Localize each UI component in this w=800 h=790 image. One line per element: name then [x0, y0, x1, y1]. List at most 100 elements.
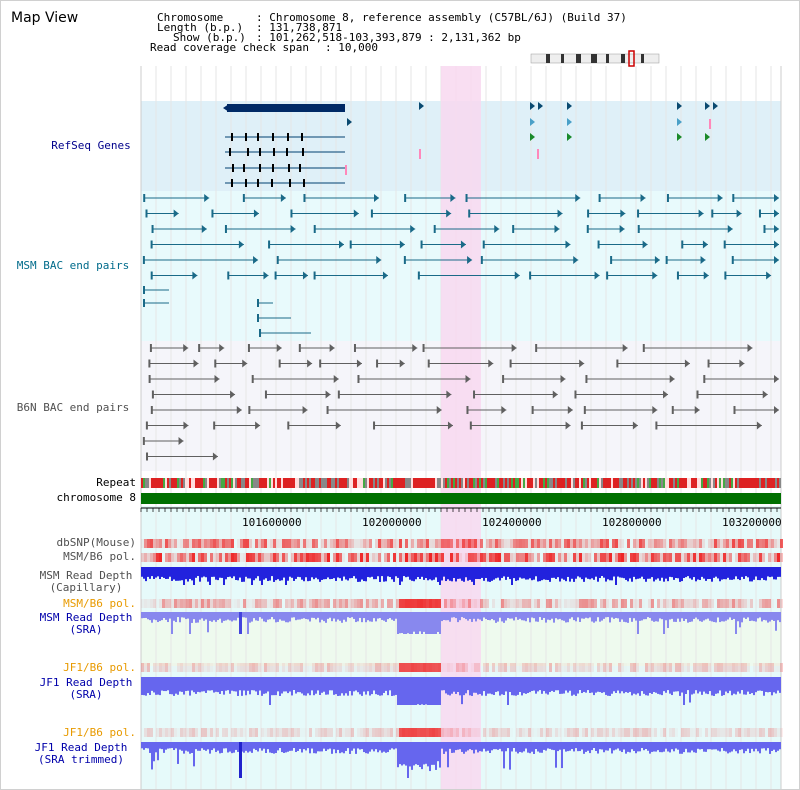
heat-cell — [435, 663, 438, 672]
bac-end — [512, 225, 515, 233]
depth-bar — [527, 612, 529, 618]
track-label-repeat[interactable]: Repeat — [96, 476, 136, 489]
depth-bar — [157, 567, 159, 577]
track-label-jf1-read-depth-trimmed-line1[interactable]: JF1 Read Depth — [34, 741, 128, 754]
bac-end — [251, 375, 254, 383]
heat-cell — [522, 553, 525, 562]
heat-cell — [624, 539, 627, 548]
track-label-msm-bac[interactable]: MSM BAC end pairs — [16, 259, 130, 272]
heat-cell — [696, 599, 699, 608]
depth-bar — [725, 612, 727, 621]
bac-end — [616, 359, 619, 368]
heat-cell — [762, 553, 765, 562]
depth-bar — [429, 612, 431, 634]
heat-cell — [702, 663, 705, 672]
repeat-mark — [753, 478, 755, 488]
heat-cell — [201, 728, 204, 737]
depth-bar — [717, 677, 719, 694]
heat-cell — [300, 553, 303, 562]
track-label-msm-read-depth-sra-line2[interactable]: (SRA) — [69, 623, 103, 636]
track-label-msm-read-depth-capillary-line2[interactable]: (Capillary) — [49, 581, 123, 594]
heat-cell — [438, 599, 441, 608]
depth-bar — [515, 612, 517, 618]
heat-cell — [213, 599, 216, 608]
track-label-msm-read-depth-capillary-line1[interactable]: MSM Read Depth — [39, 569, 133, 582]
depth-bar — [455, 742, 457, 751]
repeat-mark — [705, 478, 707, 488]
depth-bar — [453, 742, 455, 753]
bac-end — [703, 375, 706, 383]
track-label-dbsnp[interactable]: dbSNP(Mouse) — [56, 536, 136, 549]
depth-bar — [561, 612, 563, 621]
depth-bar — [731, 567, 733, 580]
heat-cell — [495, 539, 498, 548]
track-label-jf1-read-depth-sra-line1[interactable]: JF1 Read Depth — [39, 676, 133, 689]
track-label-msm-read-depth-sra-line1[interactable]: MSM Read Depth — [39, 611, 133, 624]
chromosome-ideogram[interactable] — [531, 53, 659, 65]
bac-end — [473, 390, 476, 399]
track-label-jf1-read-depth-trimmed-line2[interactable]: (SRA trimmed) — [37, 753, 125, 766]
depth-bar — [161, 612, 163, 621]
track-label-msm-b6-pol-sra[interactable]: MSM/B6 pol. — [63, 597, 136, 610]
depth-bar — [733, 742, 735, 750]
repeat-mark — [415, 478, 417, 488]
depth-bar — [491, 567, 493, 581]
heat-cell — [549, 539, 552, 548]
depth-bar — [659, 742, 661, 753]
heat-cell — [363, 599, 366, 608]
depth-bar — [419, 612, 421, 632]
heat-cell — [747, 599, 750, 608]
depth-bar — [289, 677, 291, 692]
bac-end — [236, 406, 242, 414]
heat-cell — [240, 728, 243, 737]
heat-cell — [501, 539, 504, 548]
bac-end — [669, 375, 675, 383]
heat-cell — [381, 728, 384, 737]
heat-cell — [432, 539, 435, 548]
track-label-jf1-b6-pol[interactable]: JF1/B6 pol. — [63, 661, 136, 674]
heat-cell — [204, 728, 207, 737]
depth-bar — [485, 612, 487, 619]
heat-cell — [258, 539, 261, 548]
bac-end — [417, 271, 420, 280]
depth-bar — [657, 567, 659, 579]
bac-end — [756, 421, 762, 430]
heat-cell — [465, 553, 468, 562]
track-label-msm-b6-pol[interactable]: MSM/B6 pol. — [63, 550, 136, 563]
heat-cell — [270, 663, 273, 672]
repeat-mark — [161, 478, 163, 488]
heat-cell — [234, 553, 237, 562]
depth-bar — [575, 677, 577, 696]
heat-cell — [537, 553, 540, 562]
track-label-jf1-b6-pol-trimmed[interactable]: JF1/B6 pol. — [63, 726, 136, 739]
ideogram-marker — [628, 50, 635, 67]
heat-cell — [186, 553, 189, 562]
heat-cell — [573, 539, 576, 548]
depth-bar — [687, 612, 689, 623]
depth-bar — [219, 742, 221, 754]
depth-bar — [315, 677, 317, 694]
heat-cell — [426, 539, 429, 548]
depth-bar — [407, 612, 409, 634]
depth-bar — [195, 742, 197, 750]
gene-feature — [530, 102, 535, 110]
depth-bar — [359, 677, 361, 695]
track-label-jf1-read-depth-sra-line2[interactable]: (SRA) — [69, 688, 103, 701]
depth-bar — [157, 677, 159, 695]
depth-bar — [369, 567, 371, 578]
heat-cell — [282, 728, 285, 737]
heat-cell — [645, 663, 648, 672]
depth-bar — [627, 567, 629, 582]
depth-bar — [673, 677, 675, 692]
track-label-refseq[interactable]: RefSeq Genes — [51, 139, 131, 152]
depth-bar — [151, 742, 153, 770]
depth-bar — [333, 742, 335, 750]
heat-cell — [201, 663, 204, 672]
track-label-chromosome[interactable]: chromosome 8 — [56, 491, 136, 504]
heat-cell — [390, 553, 393, 562]
bac-end — [652, 271, 658, 280]
track-label-b6n-bac[interactable]: B6N BAC end pairs — [16, 401, 130, 414]
bac-end — [404, 194, 407, 202]
heat-cell — [648, 728, 651, 737]
heat-cell — [537, 599, 540, 608]
